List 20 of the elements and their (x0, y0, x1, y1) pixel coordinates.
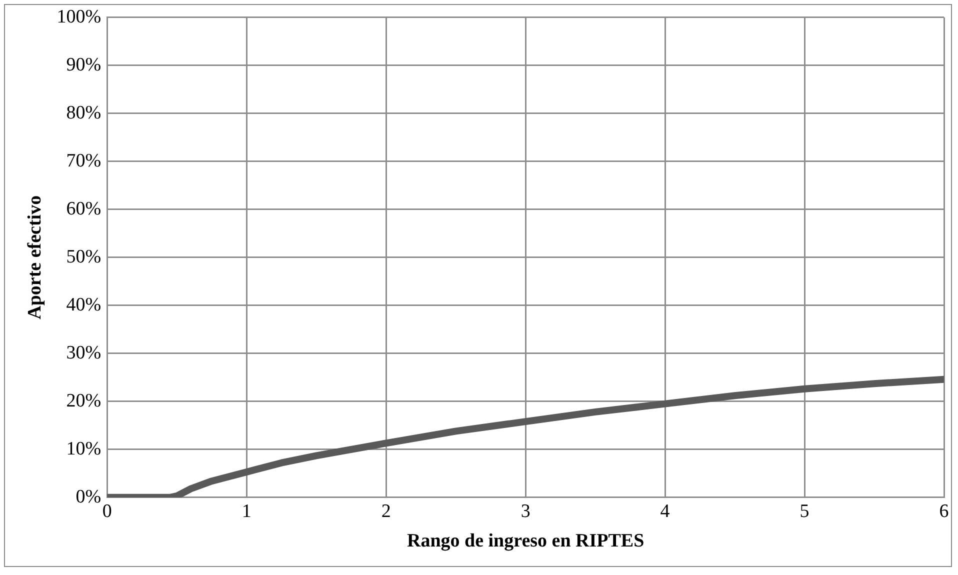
x-tick-label: 2 (381, 500, 391, 522)
x-tick-label: 5 (800, 500, 810, 522)
x-tick-label: 1 (242, 500, 252, 522)
y-tick-label: 40% (66, 294, 102, 316)
y-tick-label: 20% (66, 390, 102, 412)
y-tick-label: 100% (56, 6, 102, 28)
y-tick-label: 80% (66, 102, 102, 124)
x-axis-title: Rango de ingreso en RIPTES (406, 530, 644, 552)
x-tick-label: 4 (660, 500, 670, 522)
x-tick-label: 0 (102, 500, 112, 522)
y-tick-label: 90% (66, 54, 102, 76)
y-tick-label: 60% (66, 198, 102, 220)
y-tick-label: 50% (66, 246, 102, 268)
y-tick-label: 70% (66, 150, 102, 172)
y-tick-label: 30% (66, 342, 102, 364)
y-tick-label: 10% (66, 438, 102, 460)
y-axis-title: Aporte efectivo (24, 195, 46, 320)
x-tick-label: 6 (939, 500, 949, 522)
x-tick-label: 3 (520, 500, 530, 522)
y-tick-label: 0% (76, 486, 102, 508)
